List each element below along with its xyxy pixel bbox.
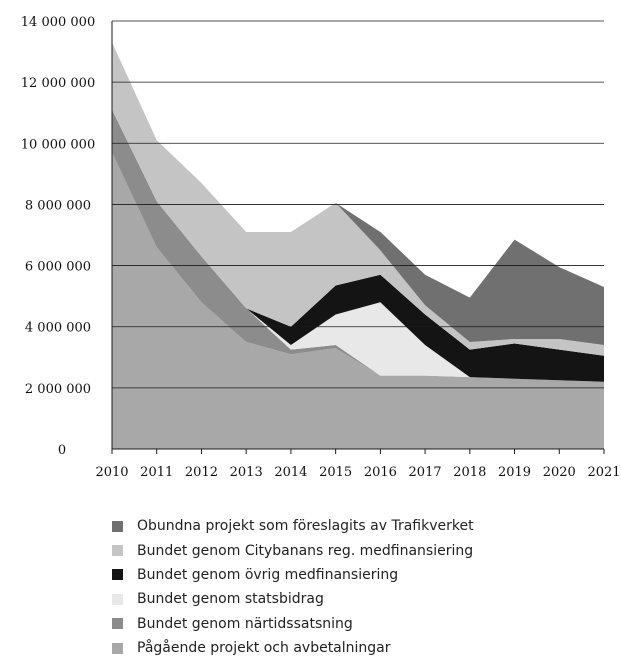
legend-swatch	[112, 618, 123, 630]
x-tick-label: 2015	[319, 465, 352, 480]
chart-legend: Obundna projekt som föreslagits av Trafi…	[112, 514, 474, 660]
legend-label: Obundna projekt som föreslagits av Trafi…	[137, 518, 474, 535]
legend-swatch	[112, 642, 123, 654]
legend-item: Pågående projekt och avbetalningar	[112, 636, 474, 660]
legend-item: Bundet genom övrig medfinansiering	[112, 563, 474, 587]
x-tick-label: 2010	[95, 465, 128, 480]
y-tick-label: 0	[58, 443, 66, 458]
x-tick-label: 2021	[587, 465, 620, 480]
x-tick-label: 2013	[230, 465, 263, 480]
legend-label: Bundet genom närtidssatsning	[137, 615, 353, 632]
y-tick-label: 4 000 000	[25, 321, 91, 336]
legend-item: Bundet genom statsbidrag	[112, 587, 474, 611]
stacked-area-chart: 0 2 000 000 4 000 000 6 000 000 8 000 000 10 …	[21, 15, 621, 480]
x-tick-label: 2011	[140, 465, 173, 480]
legend-label: Bundet genom övrig medfinansiering	[137, 566, 399, 583]
legend-item: Obundna projekt som föreslagits av Trafi…	[112, 514, 474, 538]
x-tick-label: 2016	[364, 465, 397, 480]
x-tick-label: 2019	[498, 465, 531, 480]
y-tick-label: 2 000 000	[25, 382, 91, 397]
x-tick-label: 2012	[185, 465, 218, 480]
legend-swatch	[112, 545, 123, 557]
legend-item: Bundet genom Citybanans reg. medfinansie…	[112, 538, 474, 562]
x-tick-label: 2018	[453, 465, 486, 480]
area-series-5	[112, 42, 604, 356]
area-series-6	[112, 42, 604, 346]
legend-swatch	[112, 569, 123, 581]
area-series-1	[112, 152, 604, 449]
x-tick-label: 2017	[409, 465, 442, 480]
area-series-2	[112, 109, 604, 382]
y-tick-label: 14 000 000	[21, 15, 95, 30]
legend-label: Pågående projekt och avbetalningar	[137, 640, 391, 657]
legend-swatch	[112, 593, 123, 605]
legend-item: Bundet genom närtidssatsning	[112, 612, 474, 636]
legend-label: Bundet genom Citybanans reg. medfinansie…	[137, 542, 474, 559]
y-tick-label: 6 000 000	[25, 260, 91, 275]
legend-swatch	[112, 520, 123, 532]
y-tick-label: 8 000 000	[25, 198, 91, 213]
x-tick-label: 2020	[543, 465, 576, 480]
y-tick-label: 12 000 000	[21, 76, 95, 91]
area-series-4	[112, 109, 604, 382]
y-tick-label: 10 000 000	[21, 137, 95, 152]
legend-label: Bundet genom statsbidrag	[137, 591, 324, 608]
x-tick-label: 2014	[274, 465, 307, 480]
area-series-3	[112, 109, 604, 382]
